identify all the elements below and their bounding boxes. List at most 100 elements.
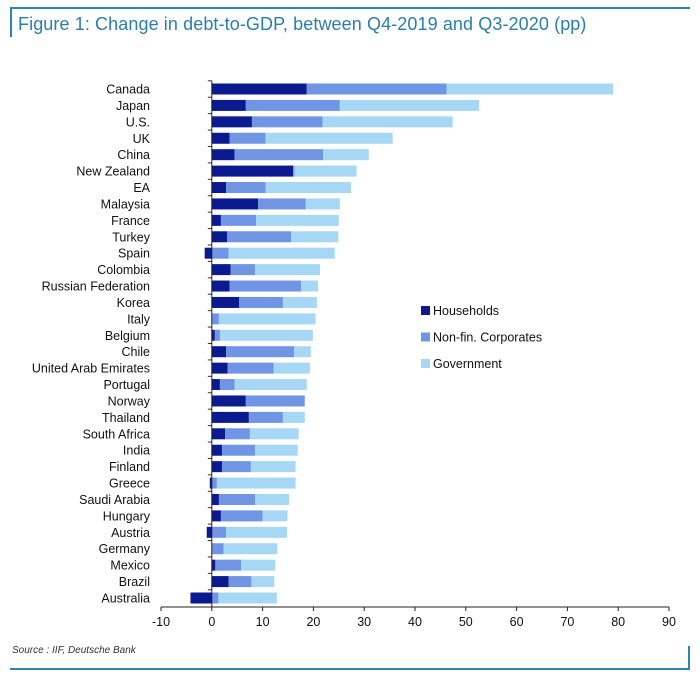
category-label: Thailand — [102, 411, 150, 425]
bar-government-spain — [228, 247, 335, 259]
category-label: New Zealand — [76, 165, 150, 179]
category-label: Japan — [116, 99, 150, 113]
bar-non-fin-corporates-ea — [226, 182, 266, 194]
bar-households-thailand — [211, 411, 249, 423]
bar-households-new-zealand — [211, 165, 294, 177]
category-label: Mexico — [110, 559, 150, 573]
category-label: Malaysia — [101, 197, 150, 211]
category-label: Belgium — [105, 329, 150, 343]
category-label: Italy — [127, 312, 151, 326]
bar-government-colombia — [254, 264, 321, 276]
bar-non-fin-corporates-belgium — [214, 329, 220, 341]
bar-households-uk — [211, 132, 230, 144]
bar-non-fin-corporates-u-s- — [251, 116, 323, 128]
category-label: Russian Federation — [42, 280, 150, 294]
category-label: Finland — [109, 460, 150, 474]
bar-non-fin-corporates-china — [234, 149, 324, 161]
category-label: Spain — [118, 247, 150, 261]
legend: Households Non-fin. Corporates Government — [421, 304, 542, 371]
x-tick-label: 20 — [306, 615, 320, 629]
bar-households-canada — [211, 83, 307, 95]
bar-government-france — [255, 214, 339, 226]
bar-households-korea — [211, 296, 240, 308]
bar-non-fin-corporates-chile — [226, 346, 295, 358]
category-label: Brazil — [119, 575, 150, 589]
bar-non-fin-corporates-brazil — [228, 576, 252, 588]
bar-households-belgium — [211, 329, 215, 341]
category-label: China — [117, 148, 150, 162]
bar-non-fin-corporates-thailand — [248, 411, 283, 423]
bar-government-chile — [294, 346, 311, 358]
category-label: Greece — [109, 477, 150, 491]
bar-non-fin-corporates-austria — [211, 526, 227, 538]
bar-non-fin-corporates-new-zealand — [293, 165, 295, 177]
x-tick-label: -10 — [152, 615, 170, 629]
bar-households-china — [211, 149, 235, 161]
bar-households-finland — [211, 461, 222, 473]
bar-non-fin-corporates-norway — [245, 395, 305, 407]
bar-households-norway — [211, 395, 246, 407]
bar-government-belgium — [219, 329, 313, 341]
bar-government-united-arab-emirates — [273, 362, 310, 374]
bar-government-india — [254, 444, 298, 456]
bar-households-india — [211, 444, 222, 456]
bar-non-fin-corporates-turkey — [227, 231, 292, 243]
bar-non-fin-corporates-italy — [211, 313, 219, 325]
category-label: Saudi Arabia — [79, 493, 150, 507]
bar-government-new-zealand — [294, 165, 357, 177]
frame-top-rule — [10, 7, 690, 9]
legend-label: Households — [433, 304, 499, 318]
category-label: Hungary — [103, 509, 151, 523]
bar-non-fin-corporates-portugal — [219, 379, 235, 391]
category-label: Portugal — [103, 378, 150, 392]
bar-households-chile — [211, 346, 227, 358]
bar-government-mexico — [241, 559, 276, 571]
bar-households-u-s- — [211, 116, 252, 128]
bar-government-thailand — [282, 411, 305, 423]
bar-government-china — [323, 149, 369, 161]
bar-households-hungary — [211, 510, 221, 522]
x-tick-label: 30 — [357, 615, 371, 629]
bar-government-austria — [226, 526, 287, 538]
bar-households-france — [211, 214, 221, 226]
bar-non-fin-corporates-russian-federation — [229, 280, 302, 292]
bar-government-greece — [216, 477, 296, 489]
bar-non-fin-corporates-malaysia — [258, 198, 306, 210]
bar-non-fin-corporates-mexico — [215, 559, 242, 571]
x-axis: -10 0 10 20 30 40 50 60 70 80 90 — [152, 80, 676, 629]
bar-non-fin-corporates-spain — [211, 247, 229, 259]
legend-label: Non-fin. Corporates — [433, 331, 542, 345]
bar-government-malaysia — [305, 198, 340, 210]
bar-non-fin-corporates-united-arab-emirates — [227, 362, 274, 374]
bar-households-ea — [211, 182, 227, 194]
x-tick-label: 10 — [256, 615, 270, 629]
bar-non-fin-corporates-france — [220, 214, 256, 226]
bar-non-fin-corporates-japan — [245, 99, 340, 111]
bar-households-spain — [204, 247, 212, 259]
bar-government-canada — [446, 83, 614, 95]
bar-government-hungary — [262, 510, 288, 522]
bar-non-fin-corporates-india — [221, 444, 255, 456]
bar-government-uk — [265, 132, 393, 144]
bar-government-u-s- — [322, 116, 453, 128]
bar-government-brazil — [251, 576, 275, 588]
bar-government-australia — [218, 592, 277, 604]
bar-government-turkey — [291, 231, 339, 243]
category-label: South Africa — [83, 427, 150, 441]
legend-swatch — [421, 332, 430, 342]
legend-label: Government — [433, 357, 502, 371]
x-tick-label: 60 — [510, 615, 524, 629]
bars-layer — [190, 83, 614, 604]
x-tick-label: 50 — [459, 615, 473, 629]
category-label: Korea — [117, 296, 150, 310]
bar-non-fin-corporates-saudi-arabia — [218, 493, 255, 505]
category-label: Norway — [108, 394, 151, 408]
frame-right-rule — [688, 646, 690, 670]
legend-swatch — [421, 359, 430, 368]
x-tick-label: 40 — [408, 615, 422, 629]
chart-title: Figure 1: Change in debt-to-GDP, between… — [18, 14, 587, 34]
bar-non-fin-corporates-finland — [221, 461, 251, 473]
x-tick-label: 80 — [611, 615, 625, 629]
x-tick-label: 0 — [208, 615, 215, 629]
